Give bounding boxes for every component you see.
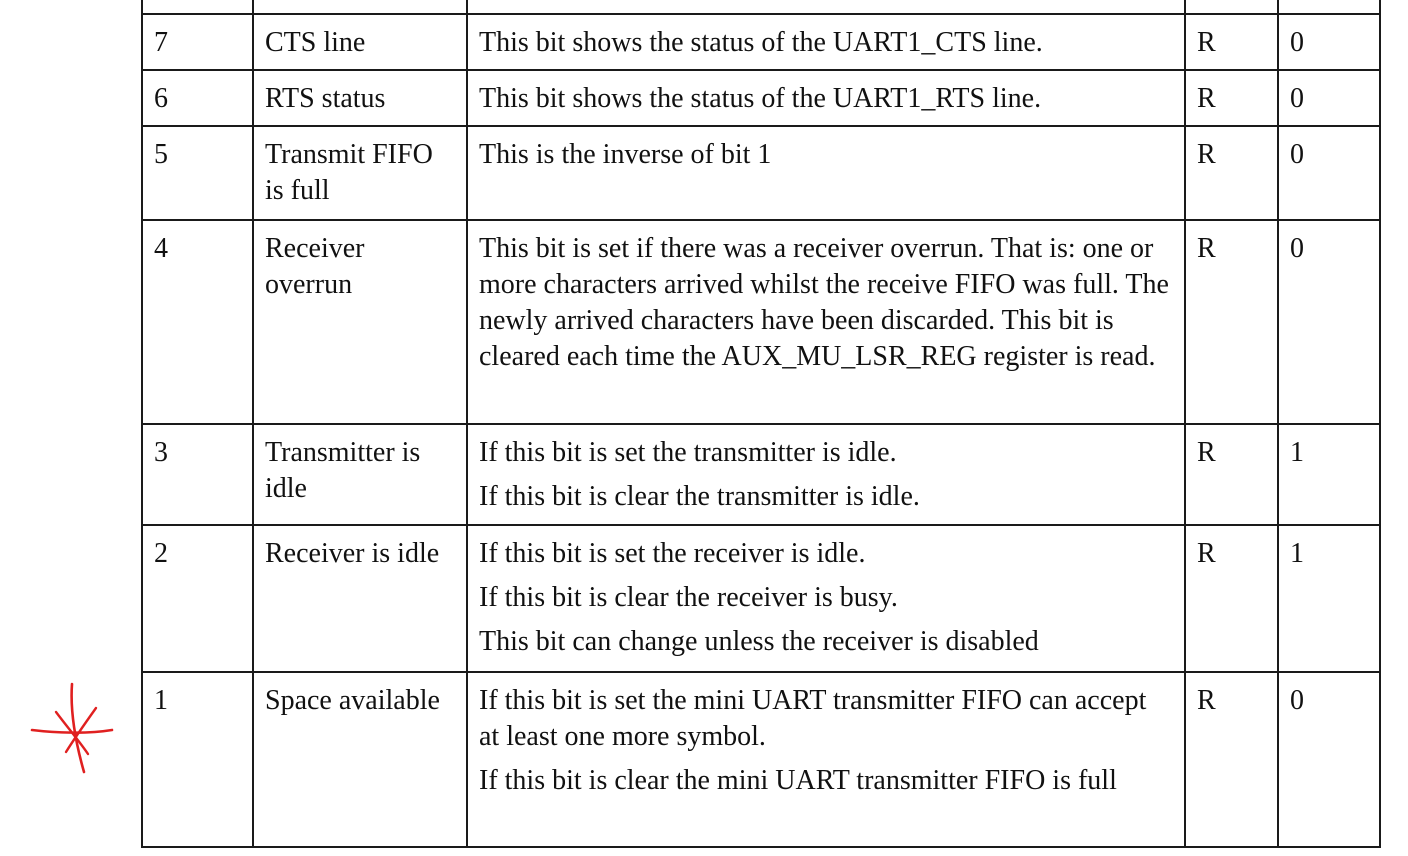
description-line: If this bit is clear the mini UART trans… [479,765,1117,796]
cell-reset [1277,0,1381,15]
cell-reset: 0 [1277,13,1381,71]
cell-description: This is the inverse of bit 1 [466,125,1186,221]
description-line: This bit can change unless the receiver … [479,626,1039,657]
cell-bit: 4 [141,219,254,425]
handwritten-asterisk-icon [30,682,114,774]
cell-description: This bit shows the status of the UART1_R… [466,69,1186,127]
cell-name: CTS line [252,13,468,71]
description-line: This bit is set if there was a receiver … [479,233,1169,372]
cell-name: Receiver is idle [252,524,468,673]
cell-access: R [1184,219,1279,425]
table-row: 2 Receiver is idle If this bit is set the … [141,524,1381,673]
description-line: If this bit is set the mini UART transmi… [479,685,1147,752]
cell-access: R [1184,13,1279,71]
description-line: This is the inverse of bit 1 [479,139,772,170]
cell-name: Transmitter is idle [252,423,468,526]
table-row-partial: py pty [141,0,1381,15]
cell-access [1184,0,1279,15]
cell-bit: 1 [141,671,254,848]
description-line: If this bit is clear the receiver is bus… [479,582,898,613]
cell-access: R [1184,524,1279,673]
cell-description: py pty [466,0,1186,15]
cell-bit: 3 [141,423,254,526]
table-row: 1 Space available If this bit is set the m… [141,671,1381,848]
cell-reset: 0 [1277,125,1381,221]
cell-bit: 2 [141,524,254,673]
cell-bit: 5 [141,125,254,221]
cell-description: If this bit is set the mini UART transmi… [466,671,1186,848]
cell-name [252,0,468,15]
description-line: This bit shows the status of the UART1_C… [479,27,1043,58]
table-row: 6 RTS status This bit shows the status of … [141,69,1381,127]
table-row: 4 Receiver overrun This bit is set if ther… [141,219,1381,425]
cell-reset: 0 [1277,219,1381,425]
description-line: If this bit is clear the transmitter is … [479,481,920,512]
description-line: This bit shows the status of the UART1_R… [479,83,1042,114]
cell-bit [141,0,254,15]
cell-description: This bit is set if there was a receiver … [466,219,1186,425]
cell-description: This bit shows the status of the UART1_C… [466,13,1186,71]
cell-reset: 1 [1277,423,1381,526]
description-line: If this bit is set the receiver is idle. [479,538,866,569]
cell-name: Space available [252,671,468,848]
table-row: 7 CTS line This bit shows the status of th… [141,13,1381,71]
cell-reset: 0 [1277,69,1381,127]
cell-access: R [1184,125,1279,221]
cell-access: R [1184,69,1279,127]
cell-bit: 6 [141,69,254,127]
cell-reset: 0 [1277,671,1381,848]
cell-access: R [1184,423,1279,526]
cell-bit: 7 [141,13,254,71]
table-row: 3 Transmitter is idle If this bit is set t… [141,423,1381,526]
cell-reset: 1 [1277,524,1381,673]
table-row: 5 Transmit FIFO is full This is the invers… [141,125,1381,221]
description-line: If this bit is set the transmitter is id… [479,437,897,468]
cell-name: Receiver overrun [252,219,468,425]
cell-name: RTS status [252,69,468,127]
cell-name: Transmit FIFO is full [252,125,468,221]
cell-description: If this bit is set the transmitter is id… [466,423,1186,526]
cell-access: R [1184,671,1279,848]
cell-description: If this bit is set the receiver is idle.… [466,524,1186,673]
